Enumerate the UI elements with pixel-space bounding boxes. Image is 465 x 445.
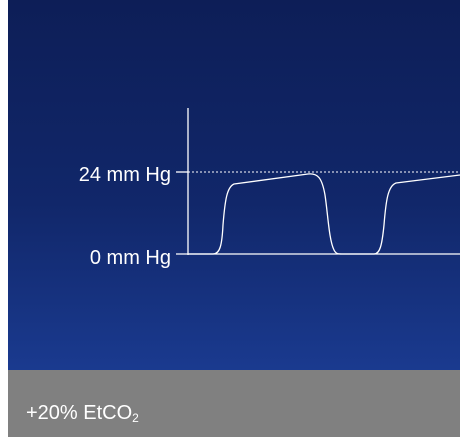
figure-frame: 24 mm Hg 0 mm Hg +20% EtCO2 <box>8 0 460 437</box>
caption-main: +20% EtCO <box>26 402 133 424</box>
upper-value-label: 24 mm Hg <box>78 164 171 186</box>
caption-subscript: 2 <box>132 411 139 425</box>
capnogram-waveform <box>188 173 460 255</box>
caption-bar <box>8 370 460 437</box>
capnogram-plot <box>176 108 460 255</box>
caption-text: +20% EtCO2 <box>26 402 139 429</box>
waveform-panel: 24 mm Hg 0 mm Hg <box>8 0 460 370</box>
lower-value-label: 0 mm Hg <box>89 247 171 269</box>
